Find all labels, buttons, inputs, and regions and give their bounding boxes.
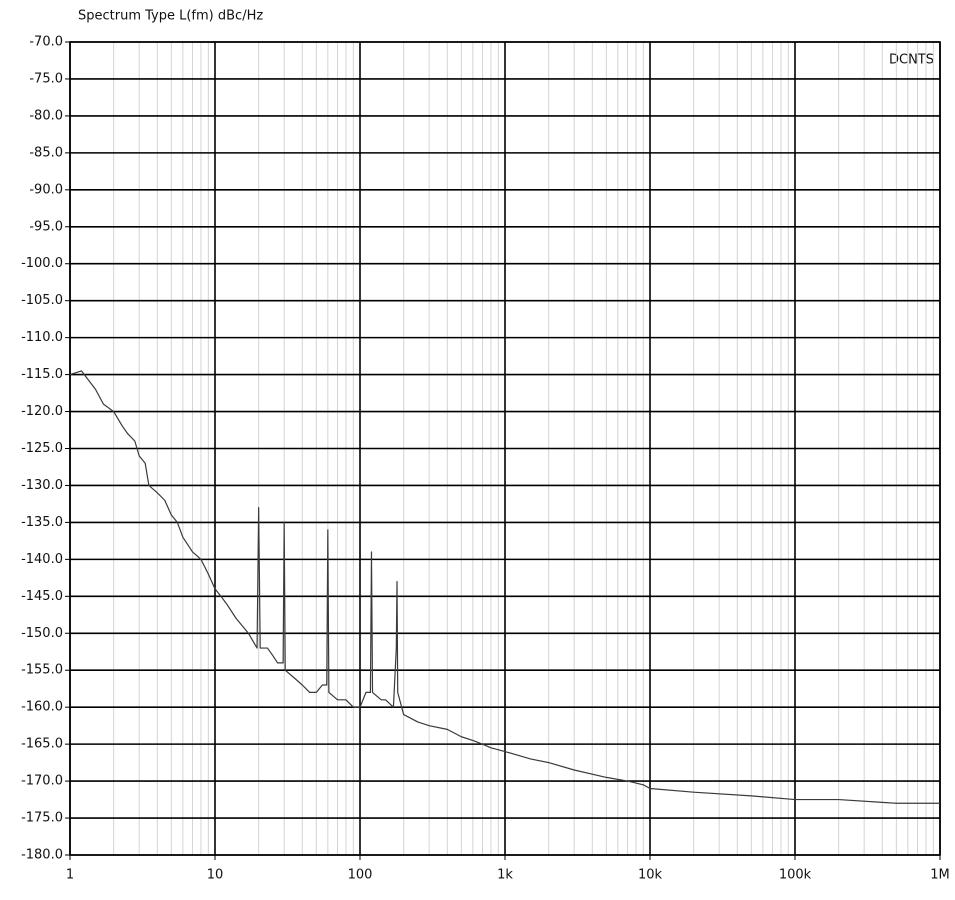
y-tick-label: -155.0: [21, 663, 63, 678]
y-tick-label: -140.0: [21, 552, 63, 567]
y-tick-label: -95.0: [29, 219, 63, 234]
x-tick-label: 1M: [930, 868, 950, 883]
y-tick-label: -105.0: [21, 293, 63, 308]
y-tick-label: -120.0: [21, 404, 63, 419]
x-tick-label: 100k: [779, 868, 812, 883]
y-tick-label: -100.0: [21, 256, 63, 271]
x-tick-label: 100: [348, 868, 373, 883]
y-tick-label: -75.0: [29, 71, 63, 86]
plot-frame: [69, 41, 941, 856]
y-tick-label: -125.0: [21, 441, 63, 456]
x-tick-label: 1k: [497, 868, 513, 883]
y-tick-label: -150.0: [21, 626, 63, 641]
y-tick-label: -160.0: [21, 700, 63, 715]
x-tick-label: 10k: [638, 868, 663, 883]
y-tick-label: -90.0: [29, 182, 63, 197]
y-tick-label: -130.0: [21, 478, 63, 493]
y-tick-label: -175.0: [21, 811, 63, 826]
annotation: DCNTS: [889, 53, 934, 68]
y-tick-label: -115.0: [21, 367, 63, 382]
series-line: [69, 370, 940, 804]
x-tick-label: 10: [207, 868, 224, 883]
chart-title: Spectrum Type L(fm) dBc/Hz: [78, 9, 263, 24]
y-tick-label: -170.0: [21, 774, 63, 789]
y-tick-label: -165.0: [21, 737, 63, 752]
y-tick-label: -145.0: [21, 589, 63, 604]
y-tick-label: -70.0: [29, 35, 63, 50]
x-tick-label: 1: [66, 868, 74, 883]
y-tick-label: -110.0: [21, 330, 63, 345]
y-tick-label: -85.0: [29, 145, 63, 160]
y-tick-label: -135.0: [21, 515, 63, 530]
y-tick-label: -80.0: [29, 108, 63, 123]
y-tick-label: -180.0: [21, 848, 63, 863]
